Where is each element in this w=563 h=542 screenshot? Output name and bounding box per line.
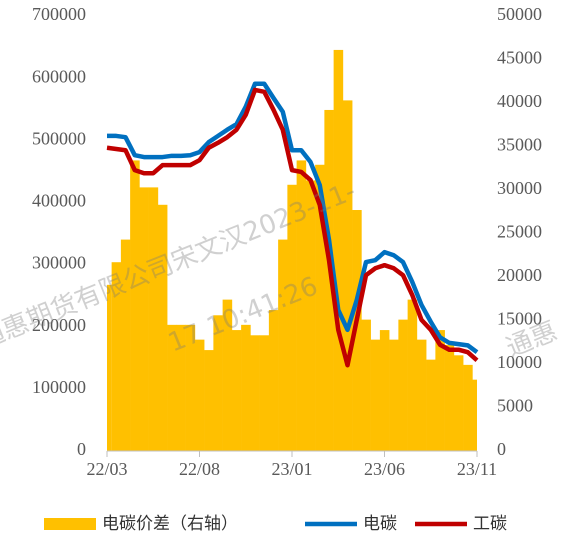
bar (416, 339, 427, 451)
y2-tick-label: 15000 (497, 309, 542, 329)
bar (130, 160, 140, 452)
y-tick-label: 500000 (32, 128, 86, 148)
bar (361, 319, 371, 451)
bar (379, 330, 390, 451)
line (107, 81, 479, 355)
bar (444, 344, 455, 451)
bar (398, 319, 408, 451)
x-tick-label: 23/11 (457, 459, 497, 479)
legend-label: 电碳价差（右轴） (102, 514, 238, 534)
legend-label: 电碳 (363, 514, 397, 534)
bar (342, 100, 353, 451)
y2-tick-label: 30000 (497, 178, 542, 198)
bar (333, 49, 344, 452)
y-tick-label: 600000 (32, 66, 86, 86)
y2-tick-label: 35000 (497, 135, 542, 155)
bar (120, 239, 131, 451)
bar (167, 324, 177, 451)
bar (157, 204, 168, 451)
bar (176, 324, 186, 451)
bar (426, 359, 436, 451)
bar (463, 364, 473, 451)
bar (352, 210, 362, 451)
bar (259, 335, 270, 451)
bar (185, 324, 196, 451)
bar (305, 180, 316, 451)
bar (222, 299, 233, 451)
bar (278, 239, 288, 451)
bar (268, 310, 279, 451)
y2-tick-label: 10000 (497, 352, 542, 372)
x-tick-label: 23/01 (271, 459, 312, 479)
y2-tick-label: 20000 (497, 265, 542, 285)
y2-tick-label: 40000 (497, 91, 542, 111)
bar (453, 355, 464, 451)
bar (148, 187, 159, 451)
x-tick-label: 22/03 (86, 459, 127, 479)
y-tick-label: 200000 (32, 315, 86, 335)
bar (324, 109, 334, 452)
y2-tick-label: 50000 (497, 4, 542, 24)
bar (213, 315, 223, 451)
y2-tick-label: 45000 (497, 48, 542, 68)
y2-tick-label: 25000 (497, 222, 542, 242)
bar (111, 262, 122, 451)
bar (107, 284, 112, 451)
y2-tick-label: 5000 (497, 396, 533, 416)
legend-label: 工碳 (473, 514, 507, 534)
bar (407, 299, 418, 451)
bar (370, 339, 381, 451)
y-tick-label: 400000 (32, 191, 86, 211)
y-tick-label: 300000 (32, 253, 86, 273)
y-tick-label: 0 (77, 439, 86, 459)
bar (231, 330, 242, 451)
bar (389, 339, 399, 451)
bar (250, 335, 260, 451)
bar (296, 160, 307, 452)
bar (472, 379, 477, 451)
bar (139, 187, 149, 451)
line (106, 87, 479, 368)
bar (287, 184, 297, 451)
legend-swatch (44, 518, 96, 530)
bar (435, 330, 445, 451)
x-tick-label: 22/08 (179, 459, 220, 479)
y-tick-label: 700000 (32, 4, 86, 24)
bar (241, 324, 251, 451)
y-tick-label: 100000 (32, 377, 86, 397)
bar (204, 350, 214, 451)
x-tick-label: 23/06 (364, 459, 405, 479)
bar (315, 164, 325, 451)
bar (194, 339, 205, 451)
y2-tick-label: 0 (497, 439, 506, 459)
